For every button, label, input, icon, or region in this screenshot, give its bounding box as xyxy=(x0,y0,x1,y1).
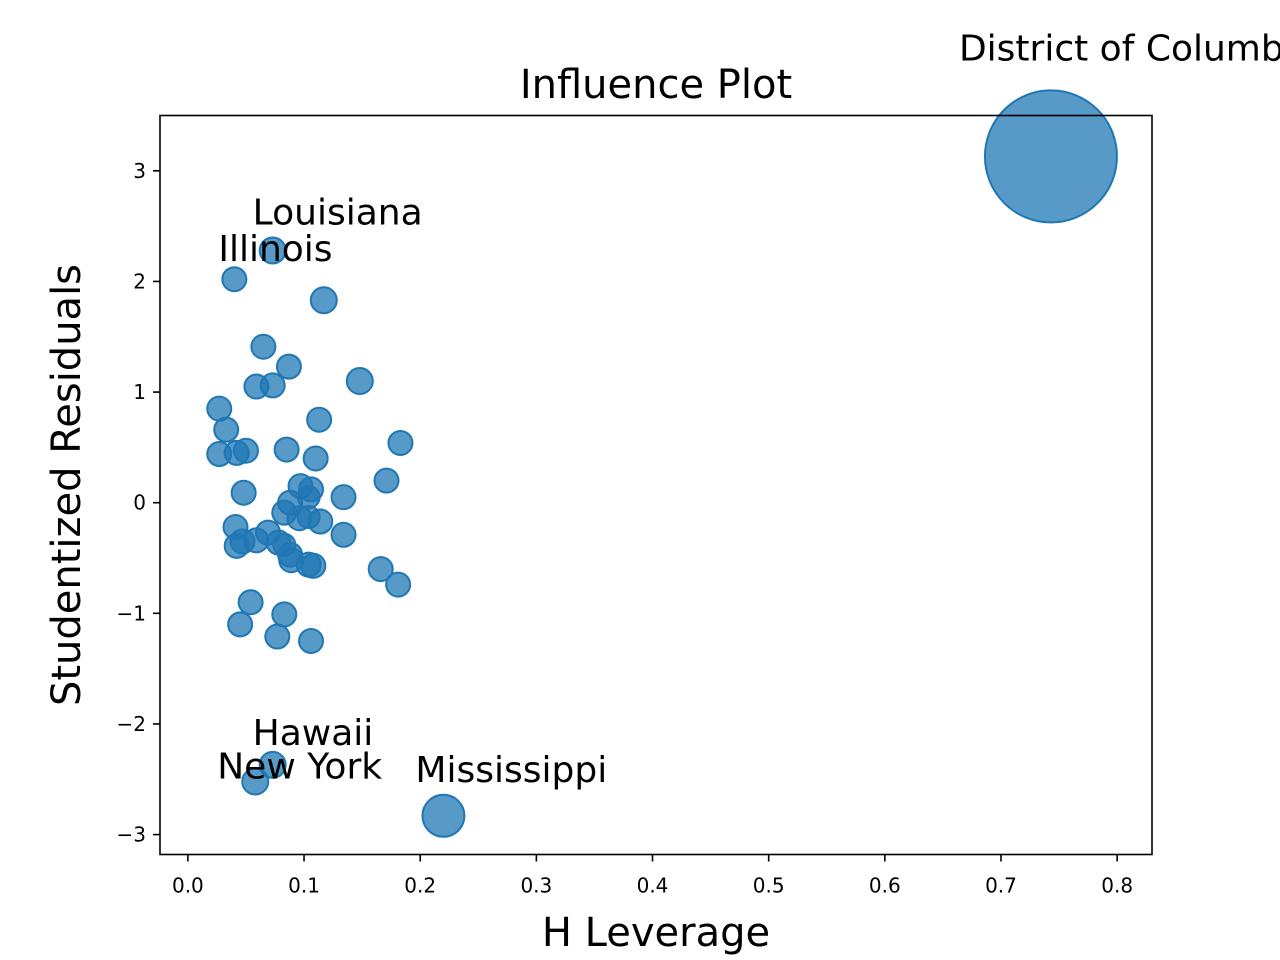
data-point xyxy=(345,367,374,396)
data-point xyxy=(275,353,302,380)
points-layer xyxy=(206,89,1118,838)
point-annotation: District of Columbia xyxy=(959,28,1280,69)
y-axis-label: Studentized Residuals xyxy=(44,264,90,706)
point-annotation: Louisiana xyxy=(253,192,423,233)
y-tick-label: −3 xyxy=(117,823,146,847)
x-tick-label: 0.4 xyxy=(637,874,669,898)
data-point xyxy=(330,484,357,511)
x-tick-label: 0.1 xyxy=(288,874,320,898)
y-tick-label: 3 xyxy=(133,159,146,183)
point-annotation: Hawaii xyxy=(253,713,374,754)
x-tick-label: 0.6 xyxy=(869,874,901,898)
data-point xyxy=(373,467,400,494)
point-annotation: Mississippi xyxy=(415,750,607,791)
data-point xyxy=(232,437,259,464)
data-point xyxy=(227,611,254,638)
x-tick-label: 0.3 xyxy=(520,874,552,898)
data-point xyxy=(213,416,240,443)
y-tick-label: −2 xyxy=(117,712,146,736)
data-point xyxy=(367,556,394,583)
data-point xyxy=(258,750,287,779)
x-tick-label: 0.8 xyxy=(1101,874,1133,898)
data-point xyxy=(306,406,333,433)
data-point xyxy=(259,372,286,399)
data-point xyxy=(302,445,329,472)
data-point xyxy=(307,508,334,535)
y-tick-label: 0 xyxy=(133,491,146,515)
data-point xyxy=(271,601,298,628)
data-point xyxy=(221,266,248,293)
x-axis-label: H Leverage xyxy=(542,910,770,956)
data-point xyxy=(309,286,338,315)
data-point xyxy=(273,436,300,463)
data-point xyxy=(421,793,466,838)
data-point xyxy=(300,552,327,579)
ticks-layer: 0.0 0.1 0.2 0.3 0.4 0.5 0.6 0.7 0.8 −3 −2 −1 0 1 2 3 xyxy=(117,159,1134,898)
point-annotation: New York xyxy=(217,746,382,787)
y-tick-label: 2 xyxy=(133,269,146,293)
data-point xyxy=(230,479,257,506)
data-point xyxy=(264,623,291,650)
x-tick-label: 0.2 xyxy=(404,874,436,898)
plot-frame xyxy=(159,114,1153,856)
data-point xyxy=(385,571,412,598)
data-point xyxy=(387,429,414,456)
data-point xyxy=(250,333,277,360)
data-point xyxy=(223,532,250,559)
x-tick-label: 0.5 xyxy=(753,874,785,898)
point-annotation: Illinois xyxy=(218,229,332,270)
data-point xyxy=(237,589,264,616)
x-tick-label: 0.7 xyxy=(985,874,1017,898)
x-tick-label: 0.0 xyxy=(172,874,204,898)
y-tick-label: −1 xyxy=(117,601,146,625)
y-tick-label: 1 xyxy=(133,380,146,404)
data-point xyxy=(241,767,270,796)
chart-title: Influence Plot xyxy=(520,62,792,108)
data-point xyxy=(330,521,357,548)
data-point xyxy=(983,89,1118,224)
data-point xyxy=(298,627,325,654)
data-point xyxy=(258,236,287,265)
data-point xyxy=(296,485,321,510)
